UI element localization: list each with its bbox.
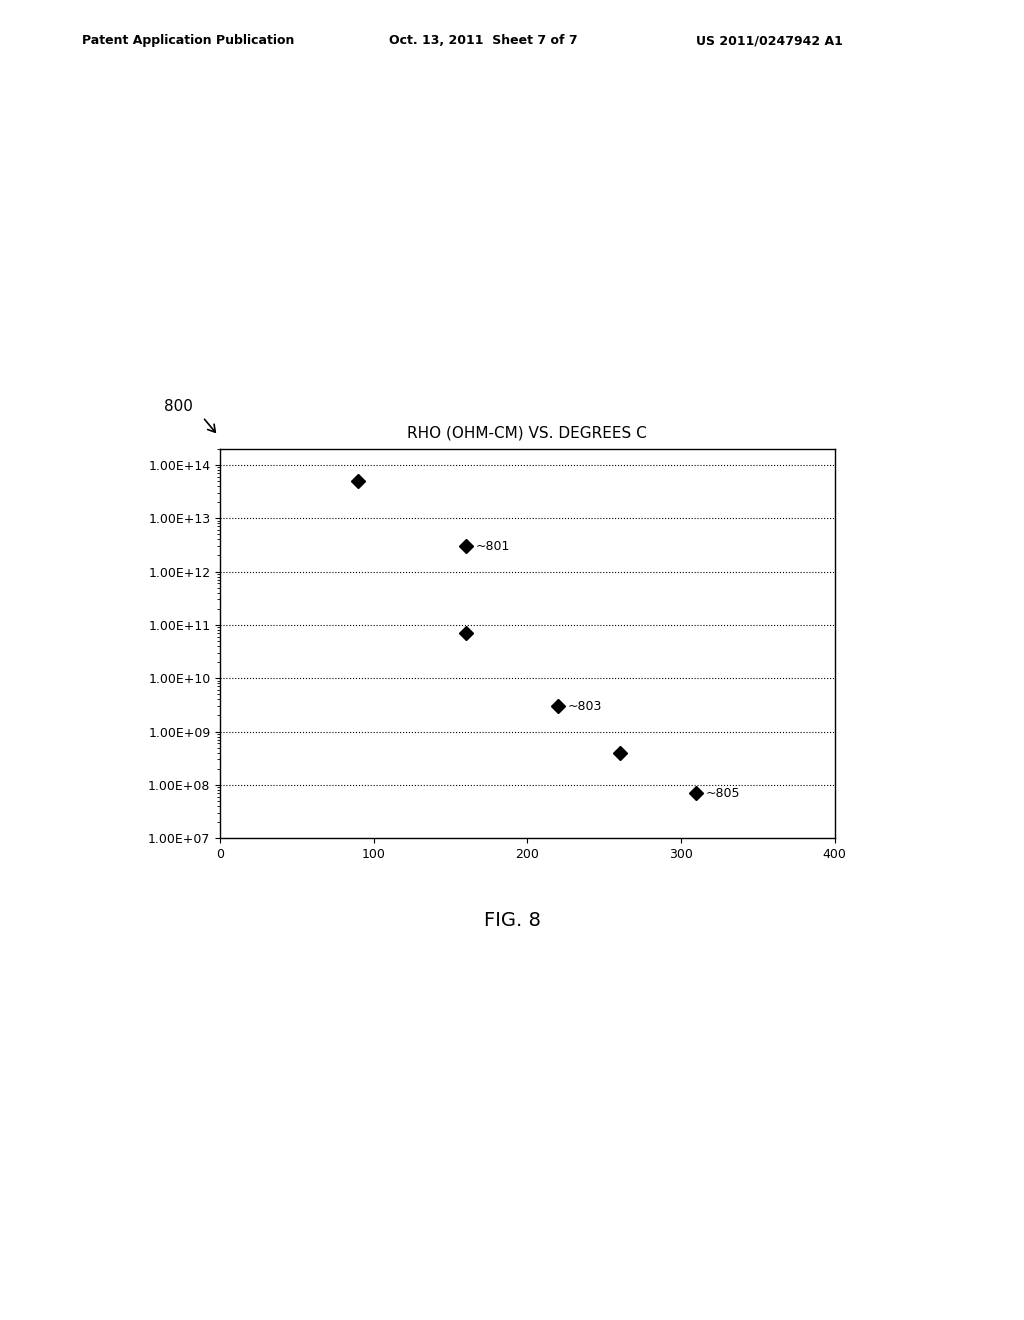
Text: ~803: ~803 xyxy=(567,700,602,713)
Title: RHO (OHM-CM) VS. DEGREES C: RHO (OHM-CM) VS. DEGREES C xyxy=(408,425,647,441)
Text: US 2011/0247942 A1: US 2011/0247942 A1 xyxy=(696,34,843,48)
Text: Patent Application Publication: Patent Application Publication xyxy=(82,34,294,48)
Text: Oct. 13, 2011  Sheet 7 of 7: Oct. 13, 2011 Sheet 7 of 7 xyxy=(389,34,578,48)
Text: 800: 800 xyxy=(164,399,193,414)
Text: FIG. 8: FIG. 8 xyxy=(483,911,541,929)
Text: ~801: ~801 xyxy=(475,540,510,553)
Text: ~805: ~805 xyxy=(706,787,740,800)
